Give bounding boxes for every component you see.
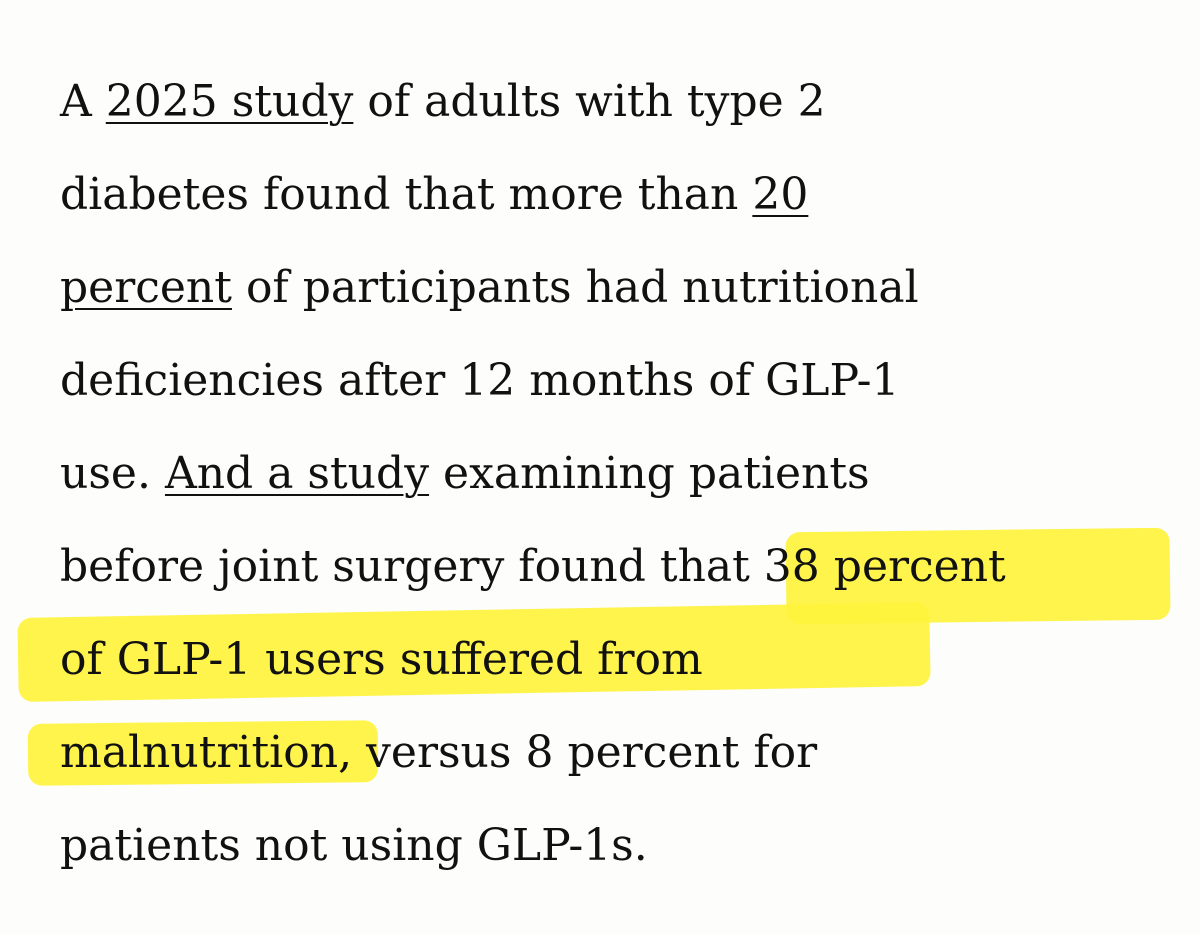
twenty-percent-link[interactable]: 20 bbox=[752, 169, 809, 220]
paragraph-line: diabetes found that more than 20 bbox=[60, 170, 808, 220]
text-span: use. bbox=[60, 448, 165, 499]
text-span: of adults with type 2 bbox=[353, 76, 826, 127]
paragraph-line: of GLP-1 users suffered from bbox=[60, 634, 703, 685]
paragraph-line: malnutrition, versus 8 percent for bbox=[60, 727, 818, 778]
text-span: examining patients bbox=[429, 448, 870, 499]
text-span: of participants had nutritional bbox=[231, 262, 919, 313]
twenty-percent-link[interactable]: percent bbox=[60, 262, 232, 313]
paragraph-line: use. And a study examining patients bbox=[60, 449, 870, 499]
paragraph-line: patients not using GLP-1s. bbox=[60, 820, 648, 871]
paragraph-line: A 2025 study of adults with type 2 bbox=[60, 77, 826, 127]
paragraph-line: percent of participants had nutritional bbox=[60, 263, 919, 313]
text-span: diabetes found that more than bbox=[60, 169, 753, 220]
study-link-2025[interactable]: 2025 study bbox=[105, 76, 354, 127]
paragraph-line: before joint surgery found that 38 perce… bbox=[60, 541, 1006, 592]
paragraph-line: deficiencies after 12 months of GLP-1 bbox=[60, 355, 900, 406]
text-span: A bbox=[60, 76, 106, 127]
joint-surgery-study-link[interactable]: And a study bbox=[164, 448, 430, 499]
